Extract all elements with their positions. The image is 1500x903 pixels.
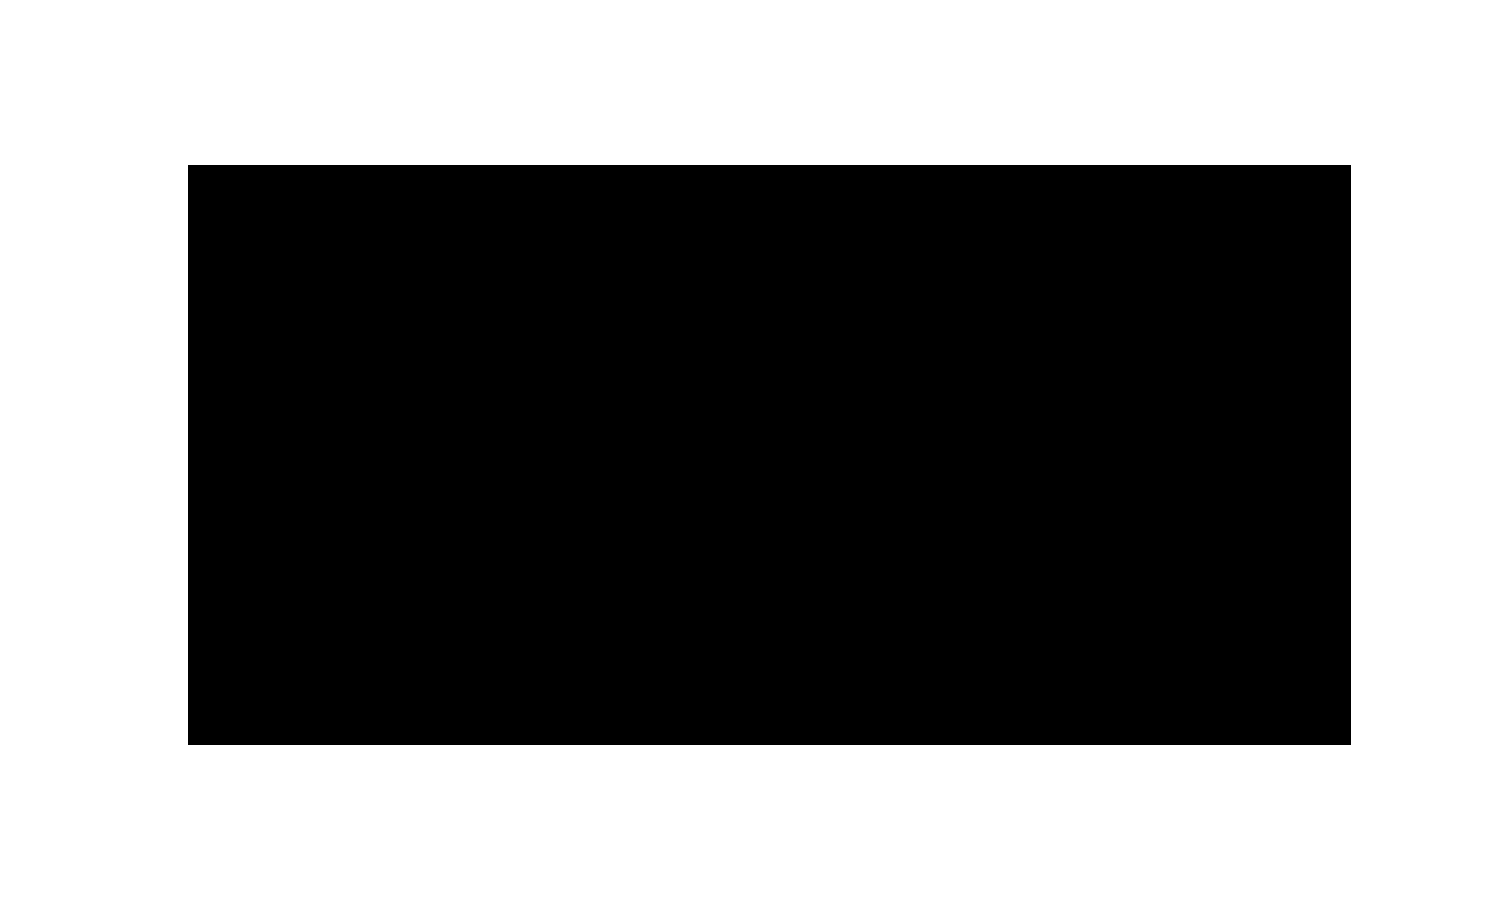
word-cloud (188, 165, 1351, 745)
word-cloud-panel (188, 165, 1351, 745)
